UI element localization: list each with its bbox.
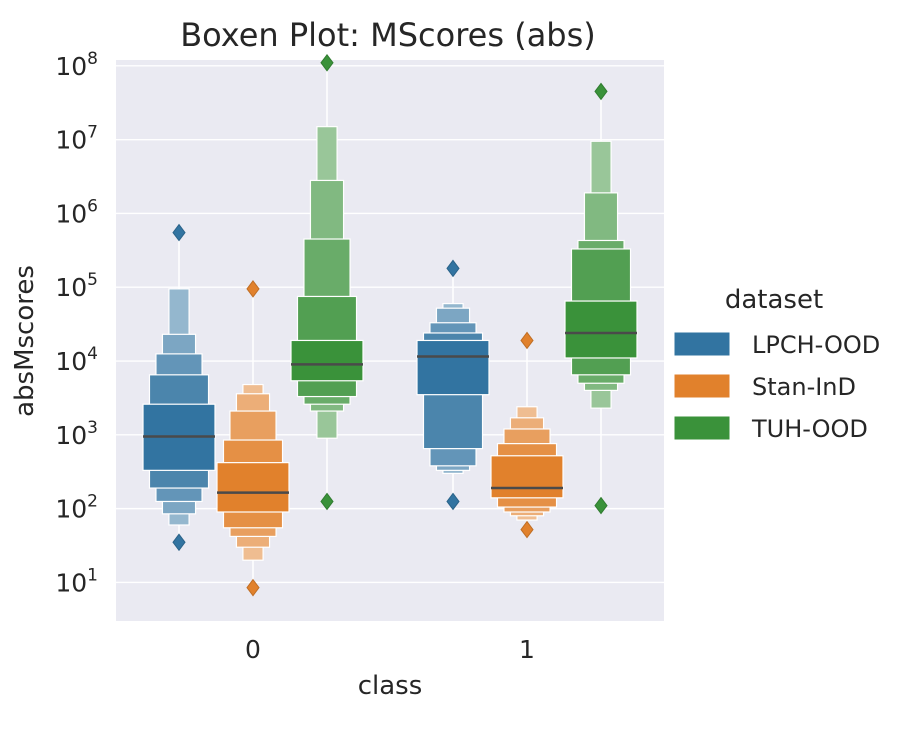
y-tick-label: 106 [55,196,98,228]
outlier-point [246,578,260,597]
y-tick-label: 108 [55,49,98,81]
legend-label: TUH-OOD [751,415,868,443]
y-tick-label: 101 [55,565,98,597]
y-axis-label: absMscores [10,265,40,417]
legend-swatch [673,415,731,441]
x-tick-label: 1 [519,635,535,664]
outlier-point [320,492,334,511]
boxen-group [564,82,638,515]
y-tick-label: 102 [55,492,98,524]
boxen-box [416,339,490,396]
boxen-group [290,53,364,511]
x-tick-label: 0 [245,635,261,664]
boxen-box [564,300,638,359]
legend-title: dataset [725,285,823,315]
outlier-point [446,259,460,278]
outlier-point [246,280,260,298]
outlier-point [594,82,608,101]
boxen-group [216,280,290,597]
outlier-point [172,533,186,552]
y-tick-label: 103 [55,418,98,450]
boxen-marks [142,53,638,597]
legend-label: Stan-InD [752,373,856,401]
boxen-group [490,331,564,539]
legend-swatch [673,331,731,357]
y-tick-label: 105 [55,270,98,302]
boxen-box [290,339,364,382]
outlier-point [320,53,334,72]
legend-label: LPCH-OOD [752,331,880,359]
outlier-point [520,331,534,350]
outlier-point [172,223,186,242]
legend-swatch [673,373,731,399]
legend: LPCH-OOD Stan-InD TUH-OOD [673,331,880,443]
y-tick-label: 104 [55,344,98,376]
y-axis-ticks: 101 102 103 104 105 106 107 108 [55,49,98,598]
y-tick-label: 107 [55,123,98,155]
boxen-group [416,259,490,511]
outlier-point [446,492,460,511]
chart-title: Boxen Plot: MScores (abs) [180,16,596,54]
outlier-point [594,496,608,515]
boxen-box [216,462,290,513]
boxen-group [142,223,216,552]
outlier-point [520,520,534,539]
x-axis-label: class [358,671,423,701]
boxen-box [490,455,564,499]
